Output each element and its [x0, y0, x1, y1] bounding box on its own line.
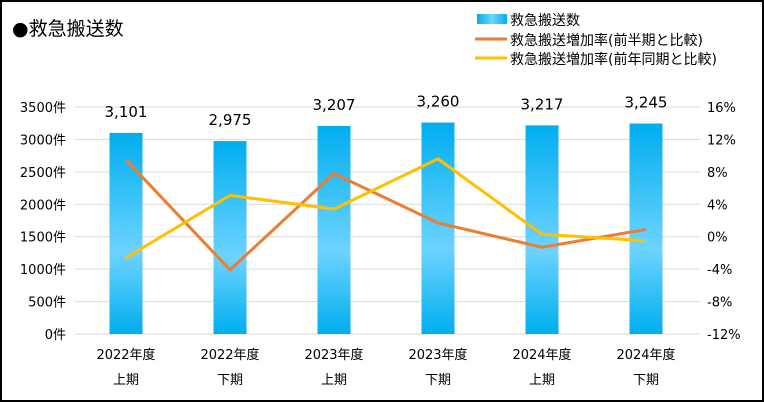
x-axis-tick-year: 2024年度 [616, 347, 675, 363]
right-axis-tick: 0% [707, 231, 728, 246]
right-axis-tick: -12% [707, 328, 741, 343]
left-axis-tick: 2000件 [20, 198, 66, 213]
bar-data-label: 3,207 [313, 96, 356, 114]
bar [317, 126, 351, 334]
bar-data-label: 3,217 [521, 95, 564, 113]
x-axis-tick-half: 下期 [425, 373, 451, 388]
legend-label: 救急搬送増加率(前年同期と比較) [510, 51, 717, 68]
x-axis-tick-year: 2023年度 [408, 347, 467, 363]
left-axis-tick: 2500件 [20, 166, 66, 181]
right-axis-tick: 8% [707, 166, 728, 181]
x-axis-tick-year: 2022年度 [200, 347, 259, 363]
legend-label: 救急搬送増加率(前半期と比較) [510, 32, 703, 49]
x-axis-tick-half: 上期 [529, 373, 555, 388]
legend-swatch-bar [477, 14, 507, 24]
x-axis-tick-half: 上期 [321, 373, 347, 388]
right-axis-tick: -8% [707, 296, 732, 311]
left-axis-tick: 3000件 [20, 133, 66, 148]
bar-data-label: 2,975 [209, 111, 252, 129]
left-axis-tick: 3500件 [20, 101, 66, 116]
left-axis-tick: 1000件 [20, 263, 66, 278]
x-axis-tick-half: 上期 [113, 373, 139, 388]
left-axis-tick: 0件 [45, 328, 66, 343]
left-axis-tick: 500件 [28, 296, 66, 311]
x-axis-tick-year: 2024年度 [512, 347, 571, 363]
bar [525, 125, 559, 334]
x-axis-tick-half: 下期 [633, 373, 659, 388]
line-series-2 [125, 157, 647, 260]
left-axis-tick: 1500件 [20, 231, 66, 246]
legend-label: 救急搬送数 [510, 13, 580, 29]
line-series-1 [124, 158, 647, 272]
right-axis-tick: -4% [707, 263, 732, 278]
right-axis-tick: 12% [707, 133, 736, 148]
bar-data-label: 3,101 [105, 103, 148, 121]
right-axis-tick: 4% [707, 198, 728, 213]
x-axis-tick-year: 2023年度 [304, 347, 363, 363]
bar [213, 141, 247, 334]
bar-data-label: 3,260 [417, 93, 460, 111]
bar [629, 123, 663, 334]
right-axis-tick: 16% [707, 101, 736, 116]
bar [421, 122, 455, 335]
bar-data-label: 3,245 [625, 94, 668, 112]
chart-title: ●救急搬送数 [12, 18, 124, 40]
bar [109, 132, 143, 334]
x-axis-tick-half: 下期 [217, 373, 243, 388]
x-axis-tick-year: 2022年度 [96, 347, 155, 363]
